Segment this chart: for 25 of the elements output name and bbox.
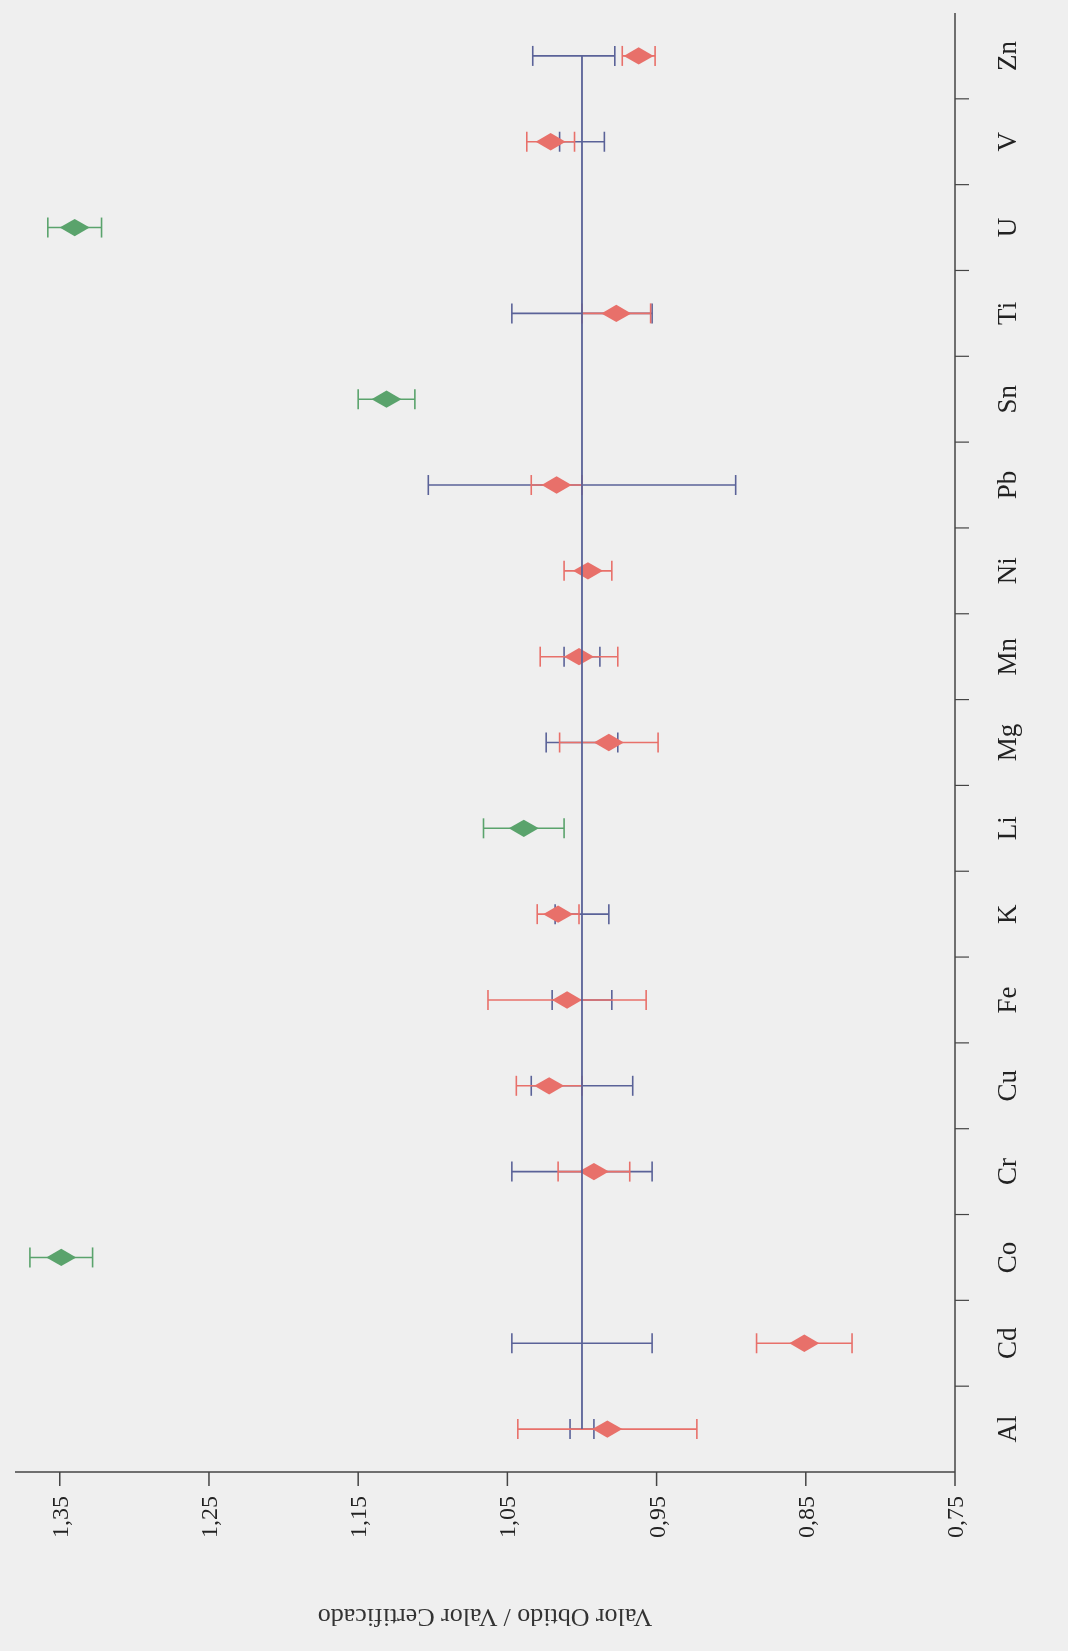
y-tick-label: Cu: [992, 1069, 1022, 1102]
y-tick-label: U: [992, 217, 1022, 238]
x-tick-label: 0,95: [643, 1496, 670, 1538]
y-tick-label: Al: [992, 1415, 1022, 1443]
x-tick-label: 0,75: [942, 1496, 968, 1538]
y-tick-label: Ti: [992, 301, 1022, 325]
y-tick-label: Cr: [992, 1158, 1022, 1186]
y-tick-label: K: [992, 903, 1022, 924]
x-tick-label: 1,15: [345, 1496, 372, 1538]
x-tick-label: 1,35: [46, 1496, 73, 1538]
x-tick-label: 0,85: [792, 1496, 819, 1538]
y-tick-label: Pb: [992, 470, 1022, 500]
y-tick-label: Zn: [992, 40, 1022, 71]
y-tick-label: V: [992, 131, 1022, 152]
y-tick-label: Li: [992, 816, 1022, 841]
y-tick-label: Mg: [992, 723, 1022, 762]
x-axis-title: Valor Obtido / Valor Certificado: [317, 1602, 653, 1632]
y-tick-label: Ni: [992, 557, 1022, 585]
x-tick-label: 1,05: [494, 1496, 521, 1538]
y-tick-label: Mn: [992, 637, 1022, 676]
y-tick-label: Fe: [992, 986, 1022, 1014]
x-tick-label: 1,25: [195, 1496, 222, 1538]
y-tick-label: Cd: [992, 1327, 1022, 1360]
y-tick-label: Sn: [992, 384, 1022, 414]
y-tick-label: Co: [992, 1241, 1022, 1274]
